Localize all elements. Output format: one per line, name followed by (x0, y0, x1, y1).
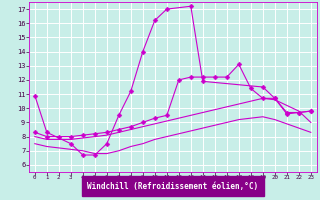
X-axis label: Windchill (Refroidissement éolien,°C): Windchill (Refroidissement éolien,°C) (87, 182, 258, 191)
